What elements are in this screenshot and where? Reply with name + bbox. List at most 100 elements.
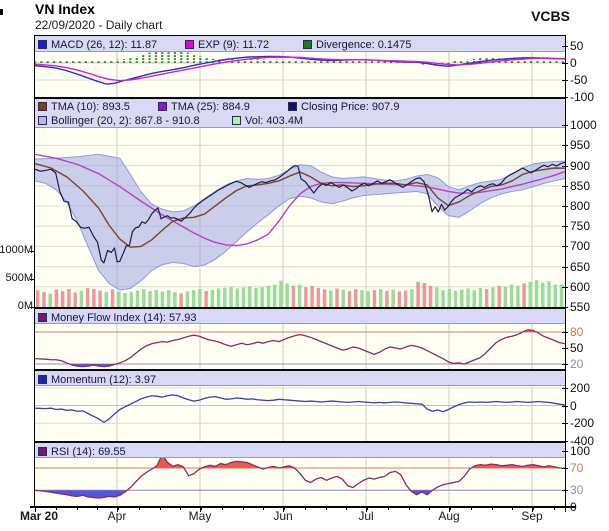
legend-swatch-icon (38, 102, 47, 111)
major-tick (449, 508, 450, 512)
x-axis-label: May (188, 509, 212, 523)
axis-tick (562, 166, 568, 167)
legend-label: RSI (14): 69.55 (51, 445, 126, 458)
y-axis-label: -200 (570, 416, 595, 430)
minor-tick (305, 508, 306, 510)
minor-tick (77, 508, 78, 510)
axis-tick (562, 507, 568, 508)
axis-tick (562, 388, 568, 389)
minor-tick (326, 508, 327, 510)
legend-swatch-icon (38, 375, 47, 384)
legend-swatch-icon (38, 447, 47, 456)
y-axis-label: 550 (570, 300, 591, 314)
x-axis-label: Jun (273, 509, 293, 523)
price-legend-strip: TMA (10): 893.5 TMA (25): 884.9 Closing Pr… (35, 99, 565, 128)
legend-item: Closing Price: 907.9 (288, 100, 399, 113)
minor-tick (118, 508, 119, 510)
axis-tick (562, 186, 568, 187)
y-axis-label: 0 (570, 500, 577, 514)
panel-separator (35, 97, 565, 99)
axis-tick (30, 251, 35, 252)
mfi-legend-strip: Money Flow Index (14): 57.93 (35, 309, 565, 324)
axis-tick (562, 226, 568, 227)
axis-tick (562, 468, 568, 469)
legend-item: RSI (14): 69.55 (38, 445, 126, 458)
major-tick (532, 508, 533, 512)
major-tick (283, 508, 284, 512)
y-axis-label: 650 (570, 260, 591, 274)
legend-item: Vol: 403.4M (232, 114, 303, 127)
chart-frame: MACD (26, 12): 11.87 EXP (9): 11.72 Diverg… (34, 35, 566, 507)
y-axis-label: 0 (570, 399, 577, 413)
price-plot[interactable] (35, 128, 565, 307)
minor-tick (429, 508, 430, 510)
axis-tick (562, 80, 568, 81)
momentum-legend-strip: Momentum (12): 3.97 (35, 371, 565, 386)
page-title: VN Index (35, 1, 95, 17)
rsi-plot[interactable] (35, 458, 565, 507)
momentum-plot[interactable] (35, 386, 565, 441)
volume-axis-label: 0M (17, 300, 33, 312)
y-axis-label: 800 (570, 199, 591, 213)
axis-tick (562, 332, 568, 333)
minor-tick (450, 508, 451, 510)
minor-tick (533, 508, 534, 510)
axis-tick (562, 267, 568, 268)
axis-tick (562, 63, 568, 64)
legend-item: Divergence: 0.1475 (303, 38, 411, 51)
legend-swatch-icon (158, 102, 167, 111)
axis-tick (562, 406, 568, 407)
y-axis-label: 750 (570, 219, 591, 233)
x-axis-label: Sep (521, 509, 543, 523)
minor-tick (409, 508, 410, 510)
axis-tick (562, 125, 568, 126)
minor-tick (160, 508, 161, 510)
legend-swatch-icon (38, 116, 47, 125)
minor-tick (388, 508, 389, 510)
y-axis-label: 30 (570, 483, 584, 497)
axis-tick (562, 451, 568, 452)
major-tick (117, 508, 118, 512)
y-axis-label: 950 (570, 138, 591, 152)
axis-tick (562, 206, 568, 207)
axis-tick (562, 348, 568, 349)
legend-label: TMA (10): 893.5 (51, 100, 130, 113)
axis-tick (562, 307, 568, 308)
major-tick (565, 508, 566, 512)
panel-separator (35, 441, 565, 443)
legend-swatch-icon (38, 313, 47, 322)
legend-swatch-icon (38, 40, 47, 49)
major-tick (35, 508, 36, 512)
minor-tick (263, 508, 264, 510)
x-axis-label: Apr (107, 509, 127, 523)
legend-label: Closing Price: 907.9 (301, 100, 400, 113)
legend-item: EXP (9): 11.72 (185, 38, 269, 51)
macd-plot[interactable] (35, 52, 565, 97)
legend-label: Vol: 403.4M (245, 114, 304, 127)
volume-axis-label: 500M (5, 272, 33, 284)
y-axis-label: 1000 (570, 118, 597, 132)
y-axis-label: -50 (570, 73, 588, 87)
axis-tick (30, 307, 35, 308)
axis-tick (562, 97, 568, 98)
mfi-plot[interactable] (35, 324, 565, 369)
legend-swatch-icon (232, 116, 241, 125)
y-axis-label: 70 (570, 461, 584, 475)
x-axis-label: Jul (358, 509, 374, 523)
legend-label: Bollinger (20, 2): 867.8 - 910.8 (51, 114, 200, 127)
volume-axis-label: 1000M (0, 244, 33, 256)
minor-tick (471, 508, 472, 510)
legend-label: Money Flow Index (14): 57.93 (51, 311, 197, 324)
chart-subtitle: 22/09/2020 - Daily chart (35, 18, 163, 32)
y-axis-label: 600 (570, 280, 591, 294)
y-axis-label: -100 (570, 90, 595, 104)
minor-tick (222, 508, 223, 510)
legend-label: EXP (9): 11.72 (198, 38, 270, 51)
macd-legend-strip: MACD (26, 12): 11.87 EXP (9): 11.72 Diverg… (35, 36, 565, 52)
minor-tick (139, 508, 140, 510)
y-axis-label: 50 (570, 39, 584, 53)
legend-label: Divergence: 0.1475 (316, 38, 412, 51)
minor-tick (180, 508, 181, 510)
minor-tick (367, 508, 368, 510)
brand-logo: VCBS (531, 8, 570, 24)
